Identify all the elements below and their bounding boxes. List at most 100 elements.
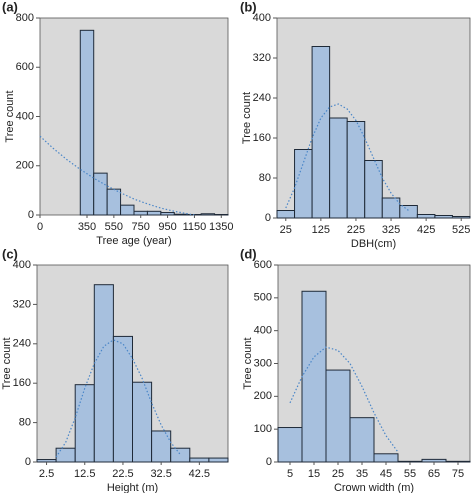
panel: 0 80 160 240 320 400 25 125 225 325 425 525 DBH(cm) T… <box>240 0 471 250</box>
bar <box>416 214 436 219</box>
bar <box>170 447 191 463</box>
bar <box>434 215 453 219</box>
panel-label: (a) <box>2 0 18 14</box>
bar <box>397 460 423 463</box>
y-tick-label: 400 <box>13 259 31 271</box>
bar <box>276 210 296 219</box>
y-tick-label: 0 <box>266 456 272 468</box>
bar <box>55 447 76 463</box>
panel-label: (d) <box>240 246 257 261</box>
x-axis-label: Tree age (year) <box>96 235 171 247</box>
panel: 0 200 400 600 800 0 350 550 750 950 1150 1350 Tree a… <box>2 0 234 247</box>
x-tick-label: 75 <box>452 468 464 480</box>
bar <box>112 335 134 463</box>
bar <box>133 210 148 216</box>
x-axis-label: Height (m) <box>107 482 158 493</box>
x-tick-label: 12.5 <box>74 468 95 480</box>
x-axis-label: DBH(cm) <box>351 238 396 250</box>
y-tick-label: 600 <box>254 259 272 271</box>
x-tick-label: 325 <box>382 224 400 236</box>
x-tick-label: 1150 <box>183 221 207 233</box>
x-tick-label: 42.5 <box>189 468 210 480</box>
bar <box>74 384 95 463</box>
y-tick-label: 80 <box>259 172 271 184</box>
bar <box>79 29 95 216</box>
x-tick-label: 550 <box>105 221 123 233</box>
fit-curve <box>289 346 399 453</box>
x-tick-label: 750 <box>132 221 150 233</box>
fit-curve <box>285 103 409 211</box>
bar <box>146 210 162 216</box>
x-tick-label: 25 <box>332 468 344 480</box>
y-tick-label: 240 <box>13 338 31 350</box>
x-tick-label: 45 <box>380 468 392 480</box>
x-tick-label: 35 <box>356 468 368 480</box>
x-tick-label: 0 <box>37 221 43 233</box>
x-axis-label: Crown width (m) <box>334 482 414 493</box>
y-tick-label: 200 <box>254 390 272 402</box>
x-tick-label: 22.5 <box>112 468 133 480</box>
y-tick-label: 0 <box>25 456 31 468</box>
y-tick-label: 400 <box>253 12 271 24</box>
bar <box>173 213 189 216</box>
y-tick-label: 160 <box>13 377 31 389</box>
y-tick-label: 160 <box>253 132 271 144</box>
bar <box>120 204 135 216</box>
bar <box>346 121 366 219</box>
x-tick-label: 125 <box>312 224 330 236</box>
y-tick-label: 400 <box>16 110 34 122</box>
panel: 0 100 200 300 400 500 600 5 15 25 35 45 55 65 75 Crown … <box>240 246 471 493</box>
x-tick-label: 950 <box>158 221 176 233</box>
y-axis-label: Tree count <box>241 92 253 144</box>
y-tick-label: 80 <box>19 417 31 429</box>
y-tick-label: 320 <box>253 52 271 64</box>
bar <box>189 457 210 463</box>
x-tick-label: 350 <box>78 221 96 233</box>
x-tick-label: 65 <box>428 468 440 480</box>
y-tick-label: 0 <box>265 212 271 224</box>
bar <box>106 188 122 216</box>
bar <box>277 427 303 463</box>
y-tick-label: 240 <box>253 92 271 104</box>
y-tick-label: 320 <box>13 298 31 310</box>
bar <box>399 205 418 219</box>
x-tick-label: 25 <box>280 224 292 236</box>
x-tick-label: 15 <box>308 468 320 480</box>
bar <box>329 117 348 219</box>
bar <box>294 149 313 219</box>
bar <box>132 381 153 463</box>
y-tick-label: 0 <box>28 209 34 221</box>
y-tick-label: 300 <box>254 357 272 369</box>
fit-curve <box>39 135 195 216</box>
panel-label: (c) <box>2 246 18 261</box>
y-axis-label: Tree count <box>4 90 16 142</box>
y-tick-label: 600 <box>16 61 34 73</box>
x-tick-label: 32.5 <box>150 468 171 480</box>
bar <box>301 290 327 463</box>
bar <box>151 430 172 463</box>
bar <box>200 213 216 216</box>
bar <box>160 212 175 216</box>
bar <box>373 453 399 463</box>
bar <box>445 460 471 463</box>
x-tick-label: 525 <box>452 224 470 236</box>
bar <box>364 160 383 219</box>
bar <box>93 284 114 463</box>
bar <box>36 459 57 463</box>
x-tick-label: 2.5 <box>39 468 54 480</box>
y-tick-label: 200 <box>16 160 34 172</box>
x-tick-label: 55 <box>404 468 416 480</box>
fit-curve <box>55 339 181 458</box>
y-tick-label: 100 <box>254 423 272 435</box>
y-tick-label: 500 <box>254 292 272 304</box>
x-tick-label: 425 <box>417 224 435 236</box>
plot-background <box>39 17 229 216</box>
x-tick-label: 225 <box>347 224 365 236</box>
y-tick-label: 800 <box>16 12 34 24</box>
bar <box>451 216 471 219</box>
y-axis-label: Tree count <box>1 337 13 389</box>
bar <box>208 457 229 463</box>
y-tick-label: 400 <box>254 325 272 337</box>
